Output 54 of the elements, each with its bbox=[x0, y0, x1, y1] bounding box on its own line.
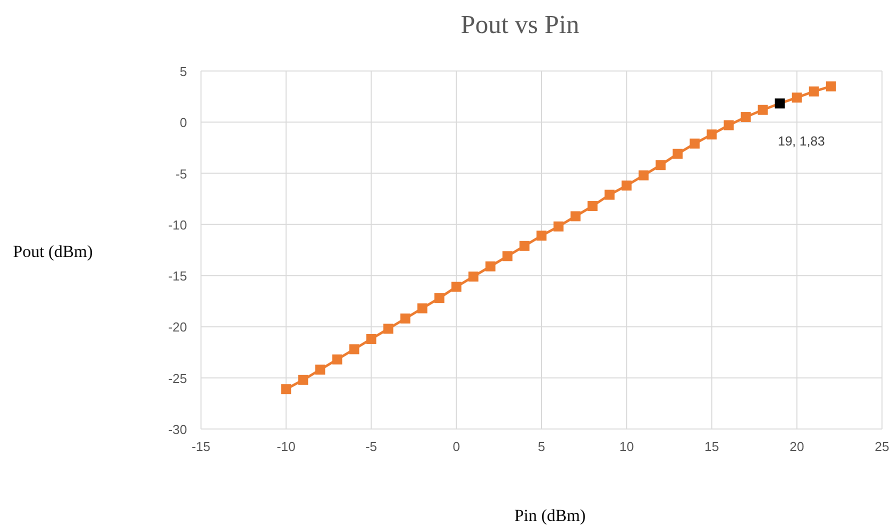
point bbox=[468, 272, 478, 282]
point bbox=[638, 170, 649, 180]
y-tick-label: -10 bbox=[168, 217, 187, 232]
annotation: 19, 1,83 bbox=[778, 133, 825, 148]
point bbox=[622, 180, 632, 191]
point bbox=[554, 221, 564, 232]
point bbox=[366, 334, 376, 344]
point bbox=[740, 112, 751, 122]
point bbox=[758, 104, 768, 115]
point bbox=[519, 240, 530, 251]
y-tick-label: -30 bbox=[168, 422, 187, 437]
x-tick-label: -10 bbox=[276, 439, 296, 454]
point bbox=[656, 160, 666, 170]
point bbox=[298, 374, 308, 385]
point bbox=[808, 86, 819, 96]
point bbox=[536, 230, 546, 241]
point bbox=[315, 364, 326, 375]
x-axis-title: Pin (dBm) bbox=[514, 506, 586, 525]
x-tick-label: 10 bbox=[619, 439, 634, 454]
point bbox=[706, 129, 717, 140]
point bbox=[383, 324, 394, 334]
x-tick-label: 25 bbox=[874, 439, 890, 454]
x-tick-label: 5 bbox=[538, 439, 546, 454]
point bbox=[417, 303, 428, 314]
y-tick-label: -25 bbox=[168, 370, 187, 386]
point bbox=[281, 384, 292, 394]
point bbox=[724, 120, 734, 130]
x-tick-label: 0 bbox=[452, 439, 460, 454]
y-tick-label: -20 bbox=[168, 320, 187, 335]
point bbox=[332, 354, 342, 364]
x-tick-label: -15 bbox=[192, 439, 210, 454]
point bbox=[826, 81, 836, 92]
point bbox=[604, 190, 615, 200]
point bbox=[792, 92, 802, 103]
y-axis-title: Pout (dBm) bbox=[13, 242, 93, 261]
x-tick-label: 15 bbox=[704, 439, 719, 454]
y-tick-label: 5 bbox=[180, 64, 187, 79]
point bbox=[588, 201, 598, 212]
point bbox=[434, 293, 444, 304]
point bbox=[672, 148, 683, 159]
point bbox=[690, 138, 700, 149]
x-tick-label: -5 bbox=[365, 439, 378, 454]
y-tick-label: -5 bbox=[175, 166, 187, 182]
point bbox=[502, 251, 512, 262]
y-tick-label: -15 bbox=[168, 268, 187, 284]
point bbox=[400, 314, 410, 324]
point bbox=[451, 282, 462, 292]
x-tick-label: 20 bbox=[790, 439, 804, 454]
point bbox=[349, 344, 360, 354]
point bbox=[570, 211, 581, 222]
chart-title: Pout vs Pin bbox=[460, 10, 580, 39]
y-tick-label: 0 bbox=[180, 115, 187, 130]
point bbox=[774, 98, 785, 108]
point bbox=[485, 261, 496, 272]
